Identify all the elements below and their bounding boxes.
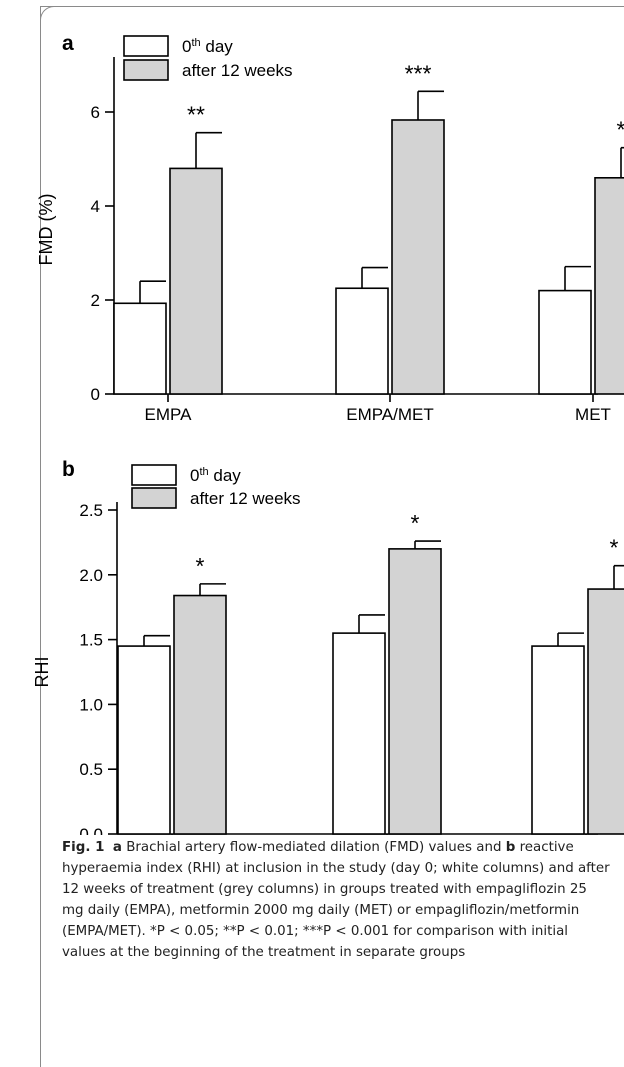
- significance-label: *: [196, 553, 205, 579]
- x-tick-label: EMPA/MET: [346, 405, 434, 420]
- significance-label: *: [610, 535, 619, 561]
- significance-label: **: [187, 102, 205, 128]
- caption-text-1: Brachial artery flow-mediated dilation (…: [121, 840, 506, 855]
- y-tick-label: 2: [91, 291, 100, 310]
- legend-swatch-0: [131, 464, 177, 486]
- legend-swatch-1: [131, 487, 177, 509]
- panel-label: a: [62, 32, 74, 55]
- significance-label: *: [617, 117, 624, 143]
- bar-12weeks: [169, 167, 223, 395]
- y-tick-label: 0.0: [79, 825, 103, 835]
- legend-swatch-1: [123, 59, 169, 81]
- caption-label-b: b: [505, 840, 516, 855]
- y-tick-label: 1.5: [79, 631, 103, 650]
- figure-frame-corner: [40, 6, 63, 29]
- bar-12weeks: [587, 588, 624, 835]
- bar-day0: [332, 632, 386, 835]
- legend-suffix: day: [201, 37, 234, 56]
- bar-day0: [117, 645, 171, 835]
- x-tick-label: EMPA: [145, 405, 193, 420]
- legend-label-1: after 12 weeks: [182, 61, 293, 80]
- legend-swatch-0: [123, 35, 169, 57]
- significance-label: *: [411, 510, 420, 536]
- legend-superscript: th: [199, 466, 208, 478]
- significance-label: ***: [405, 60, 432, 86]
- bar-12weeks: [391, 119, 445, 395]
- y-tick-label: 0: [91, 385, 100, 404]
- legend-suffix: day: [209, 466, 242, 485]
- bar-day0: [335, 287, 389, 395]
- y-tick-label: 1.0: [79, 695, 103, 714]
- y-tick-label: 4: [91, 197, 100, 216]
- figure-caption: Fig. 1 a Brachial artery flow-mediated d…: [62, 837, 610, 963]
- caption-label-a: a: [112, 840, 122, 855]
- figure-frame-top: [40, 6, 624, 7]
- y-axis-label: FMD (%): [36, 194, 56, 266]
- panel-label: b: [62, 458, 75, 481]
- bar-day0: [538, 289, 592, 395]
- figure-frame-left: [40, 6, 41, 1067]
- y-tick-label: 0.5: [79, 760, 103, 779]
- legend-superscript: th: [191, 37, 200, 49]
- bar-12weeks: [594, 177, 624, 395]
- legend-label-0: 0th day: [182, 37, 233, 56]
- chart-rhi: b 0th day after 12 weeks 0.0 0.5 1.0 1.5 2.0 2.5…: [32, 458, 624, 835]
- bar-day0: [113, 302, 167, 395]
- bar-day0: [531, 645, 585, 835]
- legend-label-1: after 12 weeks: [190, 489, 301, 508]
- y-tick-label: 2.0: [79, 566, 103, 585]
- legend-label-0: 0th day: [190, 466, 241, 485]
- y-tick-label: 2.5: [79, 501, 103, 520]
- caption-fig-label: Fig. 1: [62, 840, 105, 855]
- y-tick-label: 6: [91, 103, 100, 122]
- chart-fmd: a 0th day after 12 weeks 0 2 4 6 FMD (%) ** EMPA *…: [36, 32, 624, 420]
- y-axis-label: RHI: [32, 657, 52, 688]
- bar-12weeks: [388, 548, 442, 835]
- bar-12weeks: [173, 594, 227, 835]
- x-tick-label: MET: [575, 405, 611, 420]
- caption-text-2: reactive hyperaemia index (RHI) at inclu…: [62, 840, 610, 960]
